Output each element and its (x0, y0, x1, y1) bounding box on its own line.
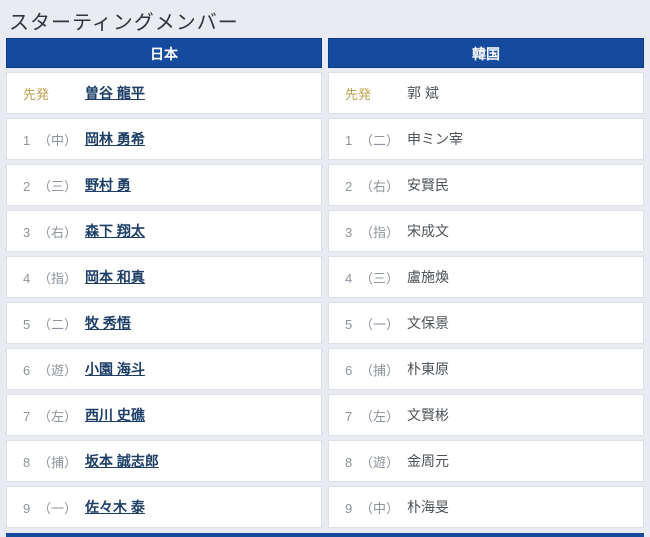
lineup-tables: 日本 先発 曽谷 龍平 1 （中） 岡林 勇希 2 （三） 野村 勇 3 （右） 森下… (0, 38, 650, 528)
player-link[interactable]: 西川 史礁 (85, 407, 145, 423)
lineup-row: 1 （二） 申ミン宰 (328, 118, 644, 160)
player-link[interactable]: 小園 海斗 (85, 361, 145, 377)
next-section-header-edge (6, 533, 644, 537)
batting-order: 2 (23, 178, 31, 194)
fielding-position: （三） (360, 270, 400, 286)
lineup-row: 2 （右） 安賢民 (328, 164, 644, 206)
lineup-row: 3 （指） 宋成文 (328, 210, 644, 252)
player-name: 安賢民 (407, 177, 449, 193)
batting-order: 5 (23, 316, 31, 332)
team-header-japan: 日本 (6, 38, 322, 68)
fielding-position: （遊） (360, 454, 400, 470)
batting-order: 7 (23, 408, 31, 424)
player-name: 申ミン宰 (407, 131, 463, 147)
fielding-position: （指） (38, 270, 78, 286)
fielding-position: （捕） (38, 454, 78, 470)
lineup-row: 1 （中） 岡林 勇希 (6, 118, 322, 160)
player-name: 郭 斌 (407, 85, 439, 101)
lineup-row: 6 （遊） 小園 海斗 (6, 348, 322, 390)
batting-order: 8 (23, 454, 31, 470)
fielding-position: （遊） (38, 362, 78, 378)
batting-order: 4 (345, 270, 353, 286)
fielding-position: （中） (360, 500, 400, 516)
fielding-position: （二） (360, 132, 400, 148)
player-name: 文保景 (407, 315, 449, 331)
lineup-row: 9 （中） 朴海旻 (328, 486, 644, 528)
player-link[interactable]: 坂本 誠志郎 (85, 453, 159, 469)
batting-order: 2 (345, 178, 353, 194)
player-link[interactable]: 牧 秀悟 (85, 315, 131, 331)
lineup-row: 8 （捕） 坂本 誠志郎 (6, 440, 322, 482)
player-link[interactable]: 岡本 和真 (85, 269, 145, 285)
team-header-korea: 韓国 (328, 38, 644, 68)
player-link[interactable]: 野村 勇 (85, 177, 131, 193)
batting-order: 4 (23, 270, 31, 286)
fielding-position: （右） (38, 224, 78, 240)
fielding-position: （一） (38, 500, 78, 516)
lineup-row: 4 （指） 岡本 和真 (6, 256, 322, 298)
fielding-position: （二） (38, 316, 78, 332)
batting-order: 5 (345, 316, 353, 332)
lineup-row: 6 （捕） 朴東原 (328, 348, 644, 390)
player-name: 文賢彬 (407, 407, 449, 423)
starter-label: 先発 (23, 86, 50, 102)
fielding-position: （三） (38, 178, 78, 194)
fielding-position: （左） (38, 408, 78, 424)
batting-order: 1 (23, 132, 31, 148)
fielding-position: （左） (360, 408, 400, 424)
batting-order: 6 (23, 362, 31, 378)
page-title: スターティングメンバー (9, 12, 239, 34)
player-link[interactable]: 森下 翔太 (85, 223, 145, 239)
batting-order: 7 (345, 408, 353, 424)
starter-row: 先発 曽谷 龍平 (6, 72, 322, 114)
starter-label: 先発 (345, 86, 372, 102)
lineup-row: 4 （三） 盧施煥 (328, 256, 644, 298)
lineup-row: 2 （三） 野村 勇 (6, 164, 322, 206)
starter-row: 先発 郭 斌 (328, 72, 644, 114)
lineup-row: 3 （右） 森下 翔太 (6, 210, 322, 252)
batting-order: 6 (345, 362, 353, 378)
lineup-row: 7 （左） 西川 史礁 (6, 394, 322, 436)
player-name: 盧施煥 (407, 269, 449, 285)
batting-order: 8 (345, 454, 353, 470)
batting-order: 9 (23, 500, 31, 516)
player-name: 金周元 (407, 453, 449, 469)
player-name: 宋成文 (407, 223, 449, 239)
fielding-position: （一） (360, 316, 400, 332)
lineup-row: 5 （一） 文保景 (328, 302, 644, 344)
fielding-position: （捕） (360, 362, 400, 378)
fielding-position: （右） (360, 178, 400, 194)
fielding-position: （指） (360, 224, 400, 240)
team-table-japan: 日本 先発 曽谷 龍平 1 （中） 岡林 勇希 2 （三） 野村 勇 3 （右） 森下… (6, 38, 322, 528)
player-name: 朴海旻 (407, 499, 449, 515)
team-table-korea: 韓国 先発 郭 斌 1 （二） 申ミン宰 2 （右） 安賢民 3 （指） 宋成文 4 （… (328, 38, 644, 528)
player-link[interactable]: 佐々木 泰 (85, 499, 145, 515)
fielding-position: （中） (38, 132, 78, 148)
batting-order: 9 (345, 500, 353, 516)
player-name: 朴東原 (407, 361, 449, 377)
lineup-row: 5 （二） 牧 秀悟 (6, 302, 322, 344)
batting-order: 1 (345, 132, 353, 148)
lineup-row: 7 （左） 文賢彬 (328, 394, 644, 436)
batting-order: 3 (23, 224, 31, 240)
player-link[interactable]: 曽谷 龍平 (85, 85, 145, 101)
batting-order: 3 (345, 224, 353, 240)
lineup-row: 9 （一） 佐々木 泰 (6, 486, 322, 528)
lineup-row: 8 （遊） 金周元 (328, 440, 644, 482)
player-link[interactable]: 岡林 勇希 (85, 131, 145, 147)
